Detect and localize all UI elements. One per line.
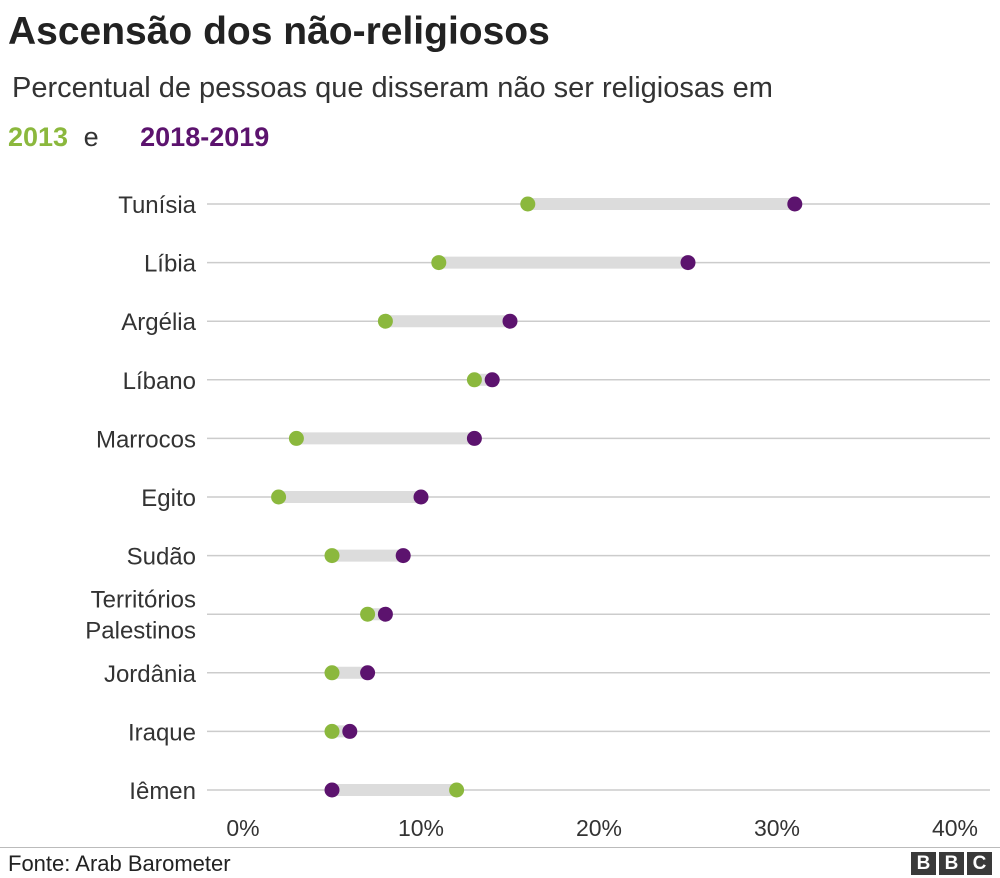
point-2013 (324, 665, 340, 681)
point-2018-2019 (502, 313, 518, 329)
point-2013 (431, 255, 447, 271)
point-2013 (324, 723, 340, 739)
point-2018-2019 (377, 606, 393, 622)
category-label: Iraque (128, 719, 196, 746)
point-2018-2019 (360, 665, 376, 681)
category-label: Egito (141, 485, 196, 512)
chart-title: Ascensão dos não-religiosos (8, 10, 550, 53)
legend-connector: e (83, 122, 99, 152)
point-2018-2019 (395, 548, 411, 564)
point-2013 (466, 372, 482, 388)
point-2018-2019 (342, 723, 358, 739)
x-tick-label: 0% (226, 815, 259, 841)
category-label: Argélia (121, 309, 196, 336)
point-2013 (271, 489, 287, 505)
legend-item-2013: 2013 (8, 122, 69, 152)
point-2018-2019 (413, 489, 429, 505)
point-2018-2019 (787, 196, 803, 212)
x-tick-label: 10% (398, 815, 444, 841)
legend-item-2018-2019: 2018-2019 (140, 122, 270, 152)
category-label: Jordânia (104, 661, 197, 688)
category-label: Territórios (91, 587, 196, 614)
category-label: Líbano (123, 368, 196, 395)
category-label: Iêmen (129, 778, 196, 805)
x-tick-label: 30% (754, 815, 800, 841)
x-tick-label: 20% (576, 815, 622, 841)
category-label: Líbia (144, 251, 197, 278)
point-2013 (377, 313, 393, 329)
category-label: Tunísia (118, 192, 196, 219)
chart-subtitle: Percentual de pessoas que disseram não s… (12, 72, 773, 104)
bbc-logo-letter: B (939, 852, 964, 875)
point-2018-2019 (484, 372, 500, 388)
x-tick-label: 40% (932, 815, 978, 841)
legend: 2013 e 2018-2019 (8, 122, 269, 153)
footer-divider (0, 847, 1000, 848)
point-2013 (520, 196, 536, 212)
point-2018-2019 (324, 782, 340, 798)
point-2013 (360, 606, 376, 622)
category-label: Palestinos (85, 618, 196, 645)
dumbbell-chart: Tunísia Líbia Argélia Líbano Marrocos Egito Su… (85, 192, 990, 841)
bbc-logo: B B C (911, 852, 992, 875)
point-2018-2019 (466, 430, 482, 446)
bbc-logo-letter: C (967, 852, 992, 875)
category-label: Sudão (127, 544, 196, 571)
point-2018-2019 (680, 255, 696, 271)
category-label: Marrocos (96, 426, 196, 453)
bbc-logo-letter: B (911, 852, 936, 875)
point-2013 (324, 548, 340, 564)
source-note: Fonte: Arab Barometer (8, 851, 231, 876)
point-2013 (288, 430, 304, 446)
point-2013 (449, 782, 465, 798)
